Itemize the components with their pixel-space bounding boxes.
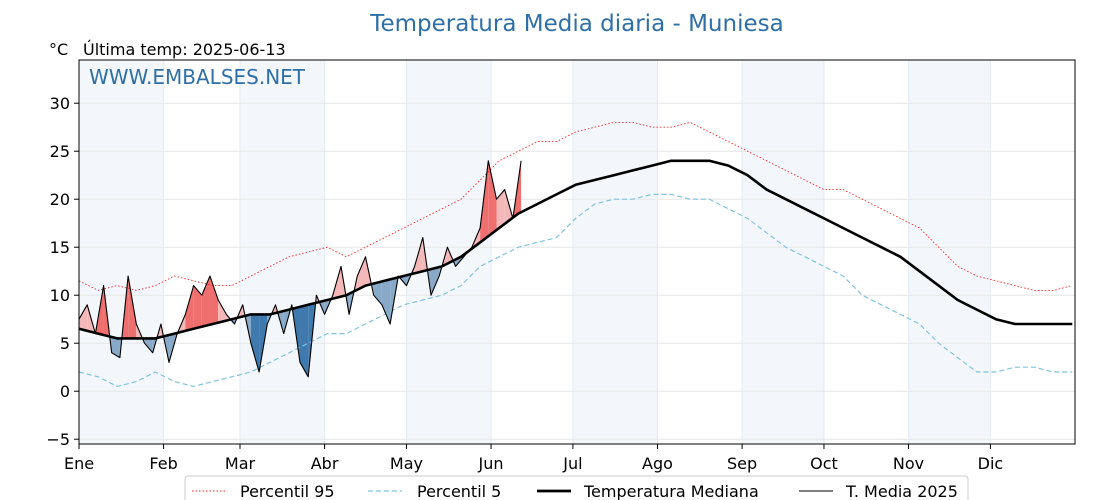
anomaly-warm — [128, 276, 137, 339]
y-tick-label: 10 — [50, 286, 70, 305]
x-tick-label: Dic — [978, 454, 1004, 473]
x-axis: Ene Feb Mar Abr May Jun Jul Ago Sep Oct Nov Dic — [64, 444, 1003, 473]
anomaly-warm — [218, 300, 227, 323]
series-lines — [78, 121, 1073, 387]
anomaly-cold — [381, 279, 391, 324]
watermark: WWW.EMBALSES.NET — [89, 65, 306, 89]
x-tick-label: Feb — [149, 454, 177, 473]
unit-label: °C — [49, 40, 68, 59]
anomaly-warm — [193, 285, 202, 329]
y-tick-label: 15 — [50, 238, 70, 257]
anomaly-warm — [185, 285, 194, 331]
anomaly-warm — [496, 189, 505, 231]
legend-label-p95: Percentil 95 — [240, 482, 335, 500]
x-tick-label: Mar — [225, 454, 256, 473]
x-tick-label: Nov — [893, 454, 924, 473]
month-band-ene — [79, 60, 164, 444]
last-temp-label: Última temp: 2025-06-13 — [83, 40, 286, 59]
chart-title: Temperatura Media diaria - Muniesa — [369, 11, 783, 37]
month-band-nov — [908, 60, 991, 444]
y-tick-label: −5 — [46, 430, 70, 449]
anomaly-cold — [144, 338, 153, 353]
x-tick-label: Abr — [311, 454, 339, 473]
month-band-mar — [239, 60, 325, 444]
y-tick-label: 20 — [50, 190, 70, 209]
x-tick-label: Jun — [478, 454, 504, 473]
x-tick-label: Ago — [642, 454, 673, 473]
line-media-2025 — [78, 160, 522, 378]
x-tick-label: May — [390, 454, 423, 473]
month-band-jul — [572, 60, 658, 444]
x-tick-label: Ene — [64, 454, 94, 473]
y-axis: −5 0 5 10 15 20 25 30 — [46, 94, 79, 449]
x-tick-label: Oct — [810, 454, 838, 473]
anomaly-cold — [250, 314, 260, 372]
legend-label-median: Temperatura Mediana — [583, 482, 759, 500]
line-percentil-5 — [78, 193, 1073, 387]
legend-label-p5: Percentil 5 — [417, 482, 501, 500]
anomaly-cold — [111, 337, 120, 358]
anomaly-warm — [488, 160, 497, 237]
anomaly-cold — [373, 281, 382, 305]
y-tick-label: 30 — [50, 94, 70, 113]
month-band-sep — [742, 60, 824, 444]
x-tick-label: Jul — [562, 454, 582, 473]
anomaly-cold — [431, 267, 440, 296]
legend-label-2025: T. Media 2025 — [845, 482, 958, 500]
y-tick-label: 25 — [50, 142, 70, 161]
x-tick-label: Sep — [727, 454, 757, 473]
plot-frame — [78, 59, 1076, 445]
anomaly-warm — [79, 304, 88, 331]
y-tick-label: 0 — [60, 382, 70, 401]
legend-box — [184, 475, 969, 500]
legend: Percentil 95 Percentil 5 Temperatura Med… — [184, 475, 969, 500]
y-tick-label: 5 — [60, 334, 70, 353]
anomaly-cold — [300, 304, 309, 377]
anomaly-warm — [209, 276, 219, 325]
month-shading — [79, 60, 991, 444]
anomaly-warm — [201, 276, 210, 327]
anomaly-warm — [357, 256, 366, 290]
line-percentil-95 — [78, 121, 1073, 291]
